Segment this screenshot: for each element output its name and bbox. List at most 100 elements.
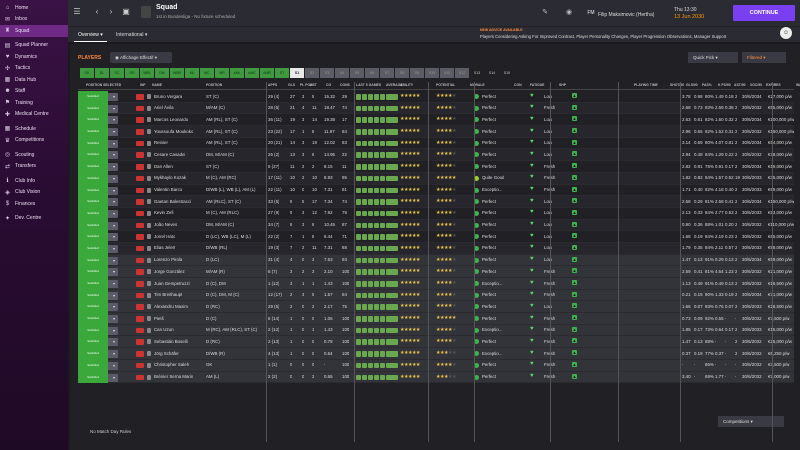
tab-international[interactable]: International ▾ [116,32,148,38]
ball-icon[interactable]: ◉ [565,9,573,16]
column-header[interactable]: CONS [340,83,350,87]
table-row[interactable]: ▾ Brénier Serna Marin AM (L) 2 (2) 0 0 3 0.65 10… [78,371,794,384]
position-filter-s7[interactable]: S7 [380,68,394,78]
position-filter-wbr[interactable]: WBR [170,68,184,78]
table-row[interactable]: ▾ Lorenzo Pirola D (LC) 31 (4) 4 0 3 7.53 93 ★★★★… [78,254,794,267]
column-header[interactable]: APPS [268,83,278,87]
column-header[interactable]: FATIGUE [530,83,545,87]
club-badge-icon[interactable]: ▣ [122,7,130,16]
position-filter-s3[interactable]: S3 [320,68,334,78]
column-header[interactable]: PL PON [300,83,313,87]
position-filter-wbl[interactable]: WBL [140,68,154,78]
sidebar-item-finances[interactable]: $ Finances [0,198,68,210]
column-header[interactable]: PLAYING TIME [634,83,658,87]
sidebar-item-tactics[interactable]: ✣ Tactics [0,63,68,75]
player-name[interactable]: Ariel Ávila [154,105,174,111]
sidebar-item-dev-centre[interactable]: ✦ Dev. Centre [0,213,68,225]
position-filter-s15[interactable]: S15 [503,71,511,75]
table-row[interactable]: ▾ Tim Breithaupt D (C), DM, M (C) 12 (17) 2 3… [78,289,794,302]
position-filter-amc[interactable]: AMC [245,68,259,78]
search-icon[interactable] [141,6,151,18]
sidebar-item-scouting[interactable]: ◎ Scouting [0,149,68,161]
player-name[interactable]: Dan Allen [154,163,173,169]
table-row[interactable]: ▾ Jorge González M/AM (R) 6 (7) 3 2 3 2.10 100 ★★… [78,266,794,278]
position-filter-st[interactable]: ST [275,68,289,78]
filter-button[interactable]: Filtered ▾ [742,52,786,63]
tab-overview[interactable]: Overview ▾ [74,29,107,42]
position-filter-gk[interactable]: GK [80,68,94,78]
position-filter-s9[interactable]: S9 [410,68,424,78]
player-name[interactable]: João Neves [154,222,178,228]
position-filter-s5[interactable]: S5 [350,68,364,78]
column-header[interactable]: MORALE [470,83,485,87]
table-row[interactable]: ▾ Bruno Vergara ST (C) 29 (4) 27 3 5 15.32 29 ★★★… [78,91,794,103]
sidebar-item-schedule[interactable]: ▦ Schedule [0,123,68,135]
column-header[interactable]: AST [310,83,317,87]
player-name[interactable]: Tim Breithaupt [154,292,183,298]
table-row[interactable]: ▾ Sebastián Boselli D (RC) 2 (13) 1 0 0 0.78 100… [78,336,794,349]
player-name[interactable]: Cesare Casadei [154,151,186,157]
column-header[interactable]: AVERAGE [386,83,403,87]
continue-button[interactable]: CONTINUE [733,5,795,21]
column-header[interactable]: INF [140,83,146,87]
position-filter-s4[interactable]: S4 [335,68,349,78]
player-name[interactable]: Sebastián Boselli [154,338,188,344]
column-header[interactable]: ABILITY [400,83,414,87]
sidebar-item-club-vision[interactable]: ◈ Club Vision [0,187,68,199]
column-header[interactable]: AST/90 [734,83,746,87]
table-row[interactable]: ▾ Can Uzun M (RC), AM (RLC), ST (C) 2 (12) 1… [78,324,794,337]
column-header[interactable]: LAST 5 GAMES [356,83,382,87]
sidebar-item-medical-centre[interactable]: ✚ Medical Centre [0,109,68,121]
position-filter-s6[interactable]: S6 [365,68,379,78]
sidebar-item-squad[interactable]: ♜ Squad [0,25,68,37]
position-filter-s2[interactable]: S2 [305,68,319,78]
advice-banner[interactable]: NEW ADVICE AVAILABLE Players Considering… [480,28,790,41]
sidebar-item-transfers[interactable]: ⇄ Transfers [0,161,68,173]
player-name[interactable]: Can Uzun [154,327,174,333]
player-name[interactable]: Pietš [154,315,164,321]
position-filter-mc[interactable]: MC [200,68,214,78]
player-name[interactable]: Youssoufa Moukoko [154,128,194,134]
menu-icon[interactable]: ☰ [73,7,81,16]
table-row[interactable]: ▾ Pietš D (C) 6 (14) 1 0 0 1.06 100 ★★★★★ ★★★★★ Per… [78,313,794,325]
position-filter-s8[interactable]: S8 [395,68,409,78]
position-filter-aml[interactable]: AML [230,68,244,78]
player-name[interactable]: Marcos Leonardo [154,116,189,122]
forward-arrow-icon[interactable]: › [109,7,113,16]
column-header[interactable]: GLS/90 [686,83,698,87]
edit-icon[interactable]: ✎ [542,9,548,16]
player-name[interactable]: Jörg Schäfer [154,350,179,356]
table-row[interactable]: ▾ Jörg Schäfer D/WB (R) 4 (13) 1 0 0 0.64 100 ★★★… [78,348,794,360]
position-filter-dr[interactable]: DR [125,68,139,78]
position-filter-s13[interactable]: S13 [473,71,481,75]
player-name[interactable]: Reinier [154,140,168,146]
column-header[interactable]: SHP [559,83,566,87]
position-filter-s12[interactable]: S12 [455,68,469,78]
player-name[interactable]: Christopher Saleh [154,362,190,368]
position-filter-s11[interactable]: S11 [440,68,454,78]
view-dropdown[interactable]: ◉ Affichage Effectif ▾ [110,52,172,63]
assistant-avatar[interactable]: ☺ [780,27,792,39]
sidebar-item-data-hub[interactable]: ▦ Data Hub [0,74,68,86]
competitions-dropdown[interactable]: Competitions ▾ [718,416,784,427]
column-header[interactable]: NAME [152,83,162,87]
position-filter-s14[interactable]: S14 [488,71,496,75]
column-header[interactable]: K PS/90 [718,83,731,87]
column-header[interactable]: POSITION SELECTED [86,83,122,87]
sidebar-item-dynamics[interactable]: ♥ Dynamics [0,51,68,63]
column-header[interactable]: POTENTIAL [436,83,456,87]
column-header[interactable]: WAGE [796,83,800,87]
sidebar-item-staff[interactable]: ☻ Staff [0,86,68,98]
sidebar-item-competitions[interactable]: ♛ Competitions [0,135,68,147]
sidebar-item-inbox[interactable]: ✉ Inbox [0,14,68,26]
quick-pick-button[interactable]: Quick Pick ▾ [688,52,738,63]
